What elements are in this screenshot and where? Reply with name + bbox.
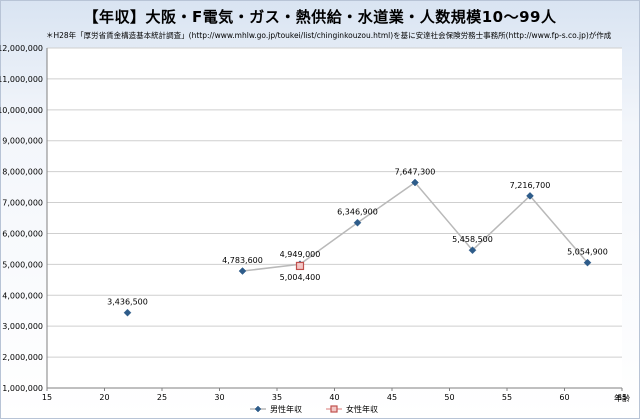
- point-male: [353, 218, 362, 227]
- data-label-male: 5,458,500: [452, 235, 493, 244]
- x-tick-label: 30: [214, 393, 224, 402]
- chart-source-note: ＊H28年「厚労省賃金構造基本統計調査」(http://www.mhlw.go.…: [46, 31, 612, 40]
- y-tick-label: 9,000,000: [2, 137, 43, 146]
- x-tick-label: 40: [329, 393, 339, 402]
- point-male: [468, 246, 477, 255]
- data-label-male: 5,004,400: [280, 273, 321, 282]
- x-tick-label: 25: [157, 393, 167, 402]
- legend-label-female: 女性年収: [346, 404, 378, 414]
- y-tick-label: 11,000,000: [0, 75, 43, 84]
- legend-label-male: 男性年収: [270, 404, 302, 414]
- y-tick-label: 10,000,000: [0, 106, 43, 115]
- data-label-male: 4,783,600: [222, 256, 263, 265]
- legend-marker-female: [330, 405, 338, 413]
- x-tick-label: 15: [42, 393, 52, 402]
- point-male: [526, 191, 534, 200]
- axis-layer: 1,000,000 2,000,000 3,000,000 4,000,000 5,00…: [0, 44, 630, 403]
- x-tick-label: 20: [99, 393, 109, 402]
- data-label-female: 4,949,000: [280, 250, 321, 259]
- point-male: [238, 267, 247, 275]
- y-tick-label: 1,000,000: [2, 384, 43, 393]
- data-label-male: 7,216,700: [510, 181, 551, 190]
- y-tick-label: 4,000,000: [2, 291, 43, 300]
- point-female: [295, 261, 305, 271]
- legend: 男性年収 女性年収: [250, 404, 378, 414]
- x-tick-label: 60: [559, 393, 569, 402]
- x-tick-label: 55: [502, 393, 512, 402]
- y-tick-label: 5,000,000: [2, 260, 43, 269]
- y-tick-label: 8,000,000: [2, 168, 43, 177]
- label-layer: 3,436,500 4,783,600 5,004,400 6,346,900 7,64…: [107, 168, 608, 307]
- legend-marker-male: [254, 405, 262, 413]
- x-axis-label: 年齢: [614, 393, 630, 403]
- point-male: [411, 178, 419, 187]
- y-tick-label: 3,000,000: [2, 322, 43, 331]
- grid-layer: [47, 47, 622, 389]
- y-tick-label: 2,000,000: [2, 353, 43, 362]
- point-layer: [123, 178, 592, 317]
- x-tick-label: 65: [617, 393, 627, 402]
- x-tick-label: 45: [387, 393, 397, 402]
- y-tick-label: 7,000,000: [2, 199, 43, 208]
- x-tick-label: 35: [272, 393, 282, 402]
- plot-area: [47, 48, 622, 388]
- data-label-male: 5,054,900: [567, 248, 608, 257]
- x-tick-label: 50: [444, 393, 454, 402]
- point-male: [123, 308, 132, 317]
- point-male: [583, 258, 592, 267]
- y-tick-label: 6,000,000: [2, 229, 43, 238]
- data-label-male: 7,647,300: [395, 168, 436, 177]
- data-label-male: 6,346,900: [337, 208, 378, 217]
- y-tick-label: 12,000,000: [0, 44, 43, 53]
- chart-title: 【年収】大阪・F電気・ガス・熱供給・水道業・人数規模10～99人: [83, 8, 557, 26]
- data-label-male: 3,436,500: [107, 298, 148, 307]
